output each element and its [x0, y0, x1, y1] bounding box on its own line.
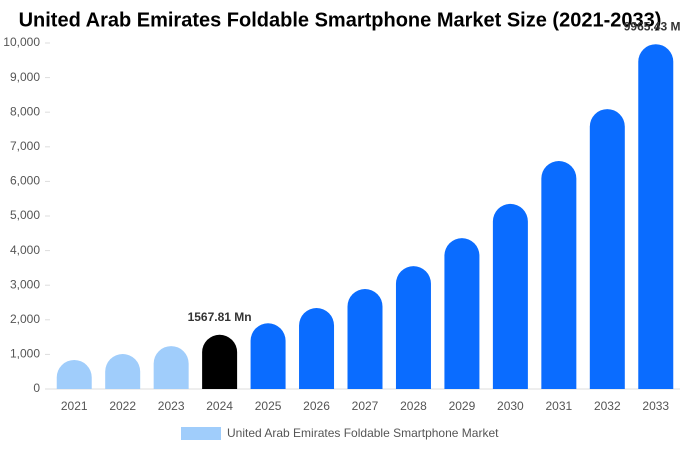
bar	[347, 289, 383, 389]
bar	[56, 359, 92, 389]
y-tick-label: 4,000	[10, 243, 40, 257]
x-tick-label: 2028	[400, 399, 427, 413]
y-tick-label: 8,000	[10, 104, 40, 118]
bar	[202, 334, 238, 389]
bar	[153, 346, 189, 389]
bar	[638, 44, 674, 390]
y-tick-label: 6,000	[10, 174, 40, 188]
x-tick-label: 2033	[642, 399, 669, 413]
bar	[541, 161, 577, 389]
y-tick-label: 10,000	[3, 35, 40, 49]
bar	[395, 266, 431, 389]
bar	[299, 308, 335, 389]
bar	[492, 203, 528, 389]
y-tick-label: 9,000	[10, 70, 40, 84]
y-tick-label: 1,000	[10, 347, 40, 361]
x-tick-label: 2030	[497, 399, 524, 413]
x-tick-label: 2022	[109, 399, 136, 413]
y-tick-label: 3,000	[10, 277, 40, 291]
y-tick-label: 7,000	[10, 139, 40, 153]
legend-label: United Arab Emirates Foldable Smartphone…	[227, 426, 499, 440]
x-tick-label: 2021	[61, 399, 88, 413]
chart-title: United Arab Emirates Foldable Smartphone…	[19, 9, 662, 31]
x-tick-label: 2023	[158, 399, 185, 413]
y-tick-label: 2,000	[10, 312, 40, 326]
value-label: 9965.43 Mn	[624, 19, 680, 33]
x-tick-label: 2032	[594, 399, 621, 413]
x-tick-label: 2027	[352, 399, 379, 413]
x-tick-label: 2024	[206, 399, 233, 413]
bar	[589, 109, 625, 389]
y-tick-label: 5,000	[10, 208, 40, 222]
x-tick-label: 2025	[255, 399, 282, 413]
bar	[444, 238, 480, 389]
x-tick-label: 2031	[545, 399, 572, 413]
x-tick-label: 2029	[449, 399, 476, 413]
x-tick-label: 2026	[303, 399, 330, 413]
legend-swatch	[181, 427, 221, 440]
bar	[105, 354, 141, 389]
y-tick-label: 0	[33, 381, 40, 395]
value-label: 1567.81 Mn	[188, 310, 252, 324]
bar	[250, 323, 286, 389]
